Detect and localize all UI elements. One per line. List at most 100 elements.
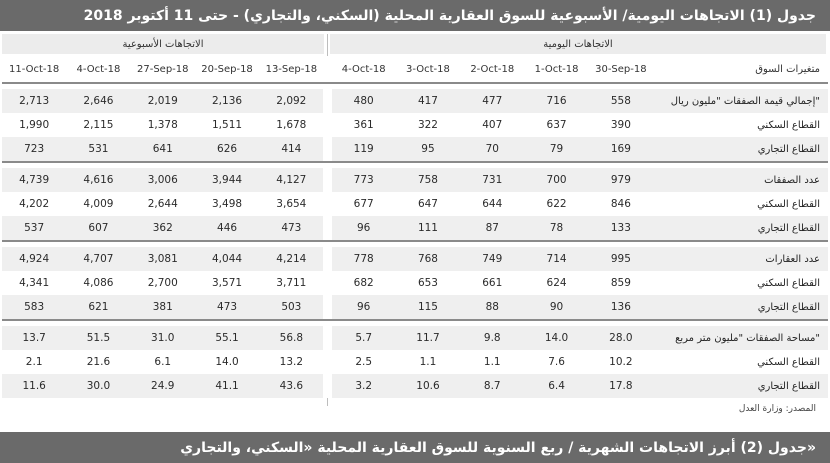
daily-value: 714 — [524, 247, 589, 271]
weekly-value: 4,739 — [2, 168, 67, 192]
column-gap — [323, 113, 332, 137]
daily-value: 417 — [395, 89, 461, 113]
daily-value: 96 — [331, 295, 396, 320]
column-header: 4-Oct-18 — [66, 56, 131, 83]
daily-value: 778 — [331, 247, 396, 271]
daily-value: 6.4 — [524, 374, 589, 398]
column-gap — [323, 295, 332, 320]
weekly-value: 41.1 — [194, 374, 260, 398]
table-row: 2.1 21.6 6.1 14.0 13.2 2.5 1.1 1.1 7.6 10.2 القطاع… — [2, 350, 828, 374]
weekly-value: 2,019 — [130, 89, 195, 113]
row-label: القطاع السكني — [653, 271, 828, 295]
column-gap — [323, 374, 332, 398]
market-table: 11-Oct-18 4-Oct-18 27-Sep-18 20-Sep-18 13-Se… — [2, 56, 828, 398]
table-row: 13.7 51.5 31.0 55.1 56.8 5.7 11.7 9.8 14.0 28.0 مس… — [2, 326, 828, 350]
weekly-value: 3,711 — [259, 271, 324, 295]
daily-value: 768 — [395, 247, 461, 271]
row-label: القطاع التجاري — [653, 216, 828, 241]
weekly-value: 30.0 — [66, 374, 131, 398]
daily-value: 9.8 — [460, 326, 525, 350]
weekly-value: 2,713 — [2, 89, 67, 113]
column-header: 4-Oct-18 — [331, 56, 396, 83]
daily-value: 3.2 — [331, 374, 396, 398]
daily-value: 407 — [460, 113, 525, 137]
weekly-value: 2,646 — [66, 89, 131, 113]
weekly-value: 56.8 — [259, 326, 324, 350]
daily-value: 88 — [460, 295, 525, 320]
column-header: 1-Oct-18 — [524, 56, 589, 83]
daily-value: 995 — [588, 247, 653, 271]
weekly-value: 473 — [194, 295, 260, 320]
divider-line — [2, 82, 828, 89]
section-divider — [2, 161, 828, 168]
column-header: 30-Sep-18 — [588, 56, 653, 83]
column-header: 3-Oct-18 — [395, 56, 461, 83]
weekly-value: 13.7 — [2, 326, 67, 350]
daily-value: 682 — [331, 271, 396, 295]
daily-value: 622 — [524, 192, 589, 216]
daily-value: 119 — [331, 137, 396, 162]
daily-value: 133 — [588, 216, 653, 241]
daily-value: 136 — [588, 295, 653, 320]
weekly-value: 3,081 — [130, 247, 195, 271]
daily-value: 653 — [395, 271, 461, 295]
daily-value: 79 — [524, 137, 589, 162]
daily-value: 749 — [460, 247, 525, 271]
table-row: 4,739 4,616 3,006 3,944 4,127 773 758 731 700 979… — [2, 168, 828, 192]
weekly-value: 381 — [130, 295, 195, 320]
column-gap — [323, 247, 332, 271]
daily-value: 1.1 — [460, 350, 525, 374]
daily-value: 111 — [395, 216, 461, 241]
column-header: 2-Oct-18 — [460, 56, 525, 83]
weekly-value: 21.6 — [66, 350, 131, 374]
weekly-value: 503 — [259, 295, 324, 320]
row-label: القطاع السكني — [653, 192, 828, 216]
row-label: عدد الصفقات — [653, 168, 828, 192]
weekly-value: 723 — [2, 137, 67, 162]
daily-value: 1.1 — [395, 350, 461, 374]
daily-value: 859 — [588, 271, 653, 295]
weekly-value: 3,006 — [130, 168, 195, 192]
weekly-group-header: الاتجاهات الأسبوعية — [2, 34, 324, 54]
section-divider — [2, 240, 828, 247]
weekly-value: 626 — [194, 137, 260, 162]
daily-value: 95 — [395, 137, 461, 162]
weekly-value: 583 — [2, 295, 67, 320]
weekly-value: 4,086 — [66, 271, 131, 295]
weekly-value: 6.1 — [130, 350, 195, 374]
daily-value: 11.7 — [395, 326, 461, 350]
weekly-value: 531 — [66, 137, 131, 162]
weekly-value: 14.0 — [194, 350, 260, 374]
weekly-value: 4,616 — [66, 168, 131, 192]
column-header: 27-Sep-18 — [130, 56, 195, 83]
weekly-value: 2,092 — [259, 89, 324, 113]
weekly-value: 621 — [66, 295, 131, 320]
row-label: إجمالي قيمة الصفقات "مليون ريال" — [653, 89, 828, 113]
daily-value: 661 — [460, 271, 525, 295]
column-gap — [323, 216, 332, 241]
daily-value: 78 — [524, 216, 589, 241]
row-label: القطاع التجاري — [653, 374, 828, 398]
source-note: المصدر: وزارة العدل — [738, 404, 816, 414]
daily-value: 70 — [460, 137, 525, 162]
weekly-value: 607 — [66, 216, 131, 241]
daily-value: 700 — [524, 168, 589, 192]
daily-value: 979 — [588, 168, 653, 192]
weekly-value: 11.6 — [2, 374, 67, 398]
daily-group-header: الاتجاهات اليومية — [330, 34, 826, 54]
weekly-value: 2.1 — [2, 350, 67, 374]
weekly-value: 2,136 — [194, 89, 260, 113]
daily-value: 716 — [524, 89, 589, 113]
weekly-value: 4,202 — [2, 192, 67, 216]
table2-title: جدول (2) أبرز الاتجاهات الشهرية / ربع ال… — [0, 432, 830, 463]
daily-value: 322 — [395, 113, 461, 137]
weekly-value: 3,498 — [194, 192, 260, 216]
daily-value: 758 — [395, 168, 461, 192]
weekly-value: 2,115 — [66, 113, 131, 137]
weekly-value: 51.5 — [66, 326, 131, 350]
daily-value: 17.8 — [588, 374, 653, 398]
daily-value: 169 — [588, 137, 653, 162]
daily-value: 10.2 — [588, 350, 653, 374]
column-header: 20-Sep-18 — [194, 56, 260, 83]
column-header: 11-Oct-18 — [2, 56, 67, 83]
